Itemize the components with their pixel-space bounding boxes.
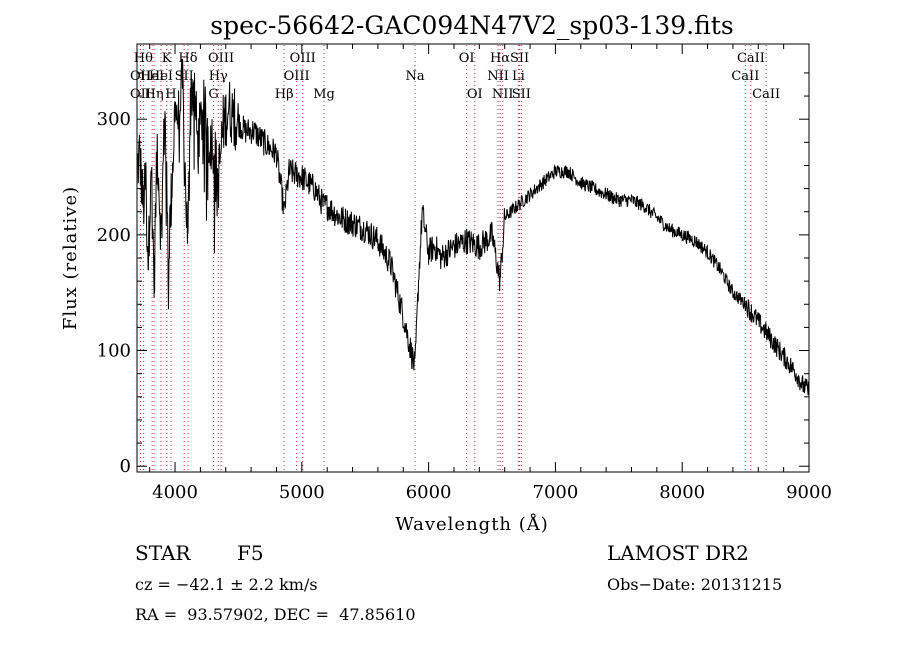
line-label: OIII xyxy=(290,51,316,66)
y-axis: 0 100 200 300 xyxy=(97,72,809,477)
line-label: NII xyxy=(487,69,509,84)
y-tick-label: 0 xyxy=(120,456,131,477)
line-label: SII xyxy=(512,87,531,102)
y-tick-label: 200 xyxy=(97,225,131,246)
line-label: OIII xyxy=(208,51,234,66)
y-tick-label: 300 xyxy=(97,109,131,130)
line-label: Li xyxy=(512,69,525,84)
x-axis-label: Wavelength (Å) xyxy=(395,513,549,535)
observation-date: Obs−Date: 20131215 xyxy=(607,575,783,594)
line-label: Na xyxy=(405,69,424,84)
line-label: SII xyxy=(510,51,529,66)
x-tick-label: 9000 xyxy=(786,482,832,503)
line-label: CaII xyxy=(731,69,759,84)
line-label: CaII xyxy=(737,51,765,66)
redshift-cz: cz = −42.1 ± 2.2 km/s xyxy=(135,575,318,594)
line-label: K xyxy=(162,51,172,66)
line-label: OII xyxy=(130,69,151,84)
coordinates: RA = 93.57902, DEC = 47.85610 xyxy=(135,605,416,624)
line-label: H xyxy=(165,87,176,102)
line-label: CaII xyxy=(752,87,780,102)
line-label: SII xyxy=(175,69,194,84)
survey-name: LAMOST DR2 xyxy=(607,541,749,565)
spectrum-line xyxy=(136,58,810,396)
x-tick-label: 6000 xyxy=(406,482,452,503)
line-label: Hα xyxy=(490,51,510,66)
emission-line-labels: OII OII Hθ HeI Hη HeI K H SII Hδ G Hγ OIII Hβ OIII OIII… xyxy=(130,51,780,102)
line-label: HeI xyxy=(140,69,164,84)
line-label: NII xyxy=(492,87,514,102)
x-tick-label: 4000 xyxy=(152,482,198,503)
subclass: F5 xyxy=(237,541,264,565)
line-label: Hγ xyxy=(209,69,228,84)
x-tick-label: 7000 xyxy=(533,482,579,503)
line-label: HeI xyxy=(149,69,173,84)
line-label: Hδ xyxy=(178,51,197,66)
y-tick-label: 100 xyxy=(97,341,131,362)
y-axis-label: Flux (relative) xyxy=(60,186,81,330)
object-class: STAR xyxy=(135,541,191,565)
line-label: Hθ xyxy=(134,51,153,66)
line-label: OIII xyxy=(284,69,310,84)
line-label: OII xyxy=(130,87,151,102)
line-label: OI xyxy=(459,51,475,66)
line-label: OI xyxy=(467,87,483,102)
line-label: Mg xyxy=(313,87,335,102)
x-tick-label: 5000 xyxy=(279,482,325,503)
x-tick-label: 8000 xyxy=(659,482,705,503)
line-label: Hβ xyxy=(275,87,294,102)
line-label: G xyxy=(208,87,218,102)
spectrum-series xyxy=(136,58,810,396)
x-axis: 4000 5000 6000 7000 8000 9000 xyxy=(149,44,832,503)
line-label: Hη xyxy=(145,87,164,102)
chart-title: spec-56642-GAC094N47V2_sp03-139.fits xyxy=(210,11,733,40)
